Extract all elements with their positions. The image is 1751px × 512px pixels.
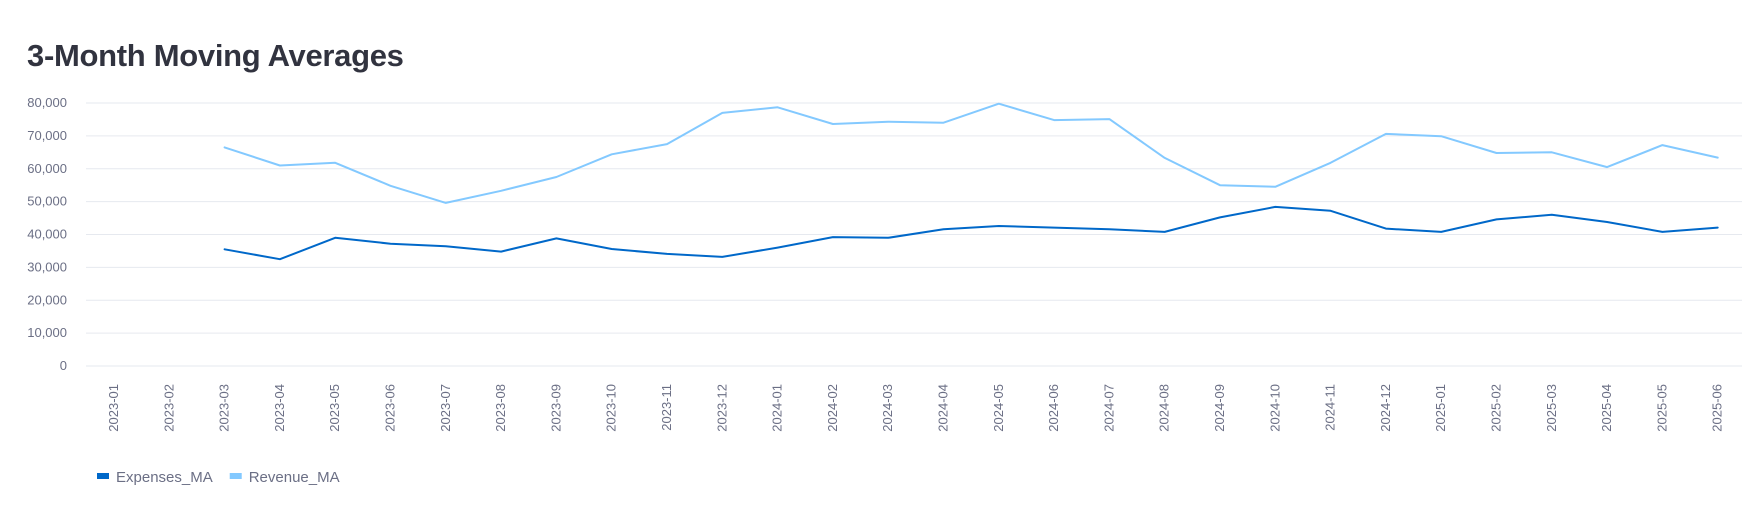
x-tick-label: 2023-01 bbox=[106, 384, 121, 432]
x-tick-label: 2023-05 bbox=[327, 384, 342, 432]
x-tick-label: 2024-02 bbox=[825, 384, 840, 432]
x-tick-label: 2024-09 bbox=[1212, 384, 1227, 432]
legend-label: Revenue_MA bbox=[249, 469, 340, 486]
y-tick-label: 10,000 bbox=[27, 325, 67, 340]
y-tick-label: 80,000 bbox=[27, 95, 67, 110]
series-lines bbox=[223, 102, 1719, 261]
chart-title: 3-Month Moving Averages bbox=[27, 38, 404, 73]
x-tick-label: 2023-02 bbox=[161, 384, 176, 432]
x-tick-label: 2024-12 bbox=[1378, 384, 1393, 432]
x-tick-label: 2023-07 bbox=[438, 384, 453, 432]
x-tick-label: 2023-10 bbox=[604, 384, 619, 432]
x-tick-label: 2024-11 bbox=[1323, 384, 1338, 431]
x-tick-label: 2023-09 bbox=[548, 384, 563, 432]
y-tick-label: 40,000 bbox=[27, 227, 67, 242]
x-axis: 2023-01 2023-02 2023-03 2023-04 2023-05 2023-… bbox=[106, 384, 1725, 432]
x-tick-label: 2024-10 bbox=[1267, 384, 1282, 432]
y-tick-label: 70,000 bbox=[27, 128, 67, 143]
x-tick-label: 2025-05 bbox=[1654, 384, 1669, 432]
x-tick-label: 2023-12 bbox=[714, 384, 729, 432]
x-tick-label: 2024-06 bbox=[1046, 384, 1061, 432]
series-line bbox=[223, 205, 1719, 261]
x-tick-label: 2024-07 bbox=[1101, 384, 1116, 432]
legend-swatch bbox=[229, 473, 242, 479]
series-line bbox=[223, 102, 1719, 204]
legend-item[interactable]: Revenue_MA bbox=[229, 469, 340, 486]
x-tick-label: 2024-05 bbox=[991, 384, 1006, 432]
y-axis: 0 10,000 20,000 30,000 40,000 50,000 60,000 70,… bbox=[27, 95, 67, 373]
x-tick-label: 2025-03 bbox=[1544, 384, 1559, 432]
y-tick-label: 50,000 bbox=[27, 194, 67, 209]
series-revenue-ma bbox=[223, 102, 1719, 204]
gridlines bbox=[86, 102, 1742, 367]
x-tick-label: 2023-11 bbox=[659, 384, 674, 431]
series-expenses-ma bbox=[223, 205, 1719, 261]
x-tick-label: 2024-08 bbox=[1157, 384, 1172, 432]
x-tick-label: 2023-08 bbox=[493, 384, 508, 432]
x-tick-label: 2024-03 bbox=[880, 384, 895, 432]
x-tick-label: 2025-06 bbox=[1710, 384, 1725, 432]
y-tick-label: 60,000 bbox=[27, 161, 67, 176]
x-tick-label: 2023-03 bbox=[217, 384, 232, 432]
y-tick-label: 30,000 bbox=[27, 259, 67, 274]
x-tick-label: 2024-01 bbox=[770, 384, 785, 432]
legend-item[interactable]: Expenses_MA bbox=[97, 469, 213, 486]
x-tick-label: 2025-02 bbox=[1489, 384, 1504, 432]
x-tick-label: 2023-06 bbox=[383, 384, 398, 432]
y-tick-label: 20,000 bbox=[27, 292, 67, 307]
legend-label: Expenses_MA bbox=[116, 469, 213, 486]
x-tick-label: 2024-04 bbox=[936, 384, 951, 432]
x-tick-label: 2025-04 bbox=[1599, 384, 1614, 432]
legend: Expenses_MA Revenue_MA bbox=[97, 469, 340, 486]
x-tick-label: 2023-04 bbox=[272, 384, 287, 432]
y-tick-label: 0 bbox=[60, 358, 67, 373]
legend-swatch bbox=[97, 473, 109, 479]
x-tick-label: 2025-01 bbox=[1433, 384, 1448, 432]
